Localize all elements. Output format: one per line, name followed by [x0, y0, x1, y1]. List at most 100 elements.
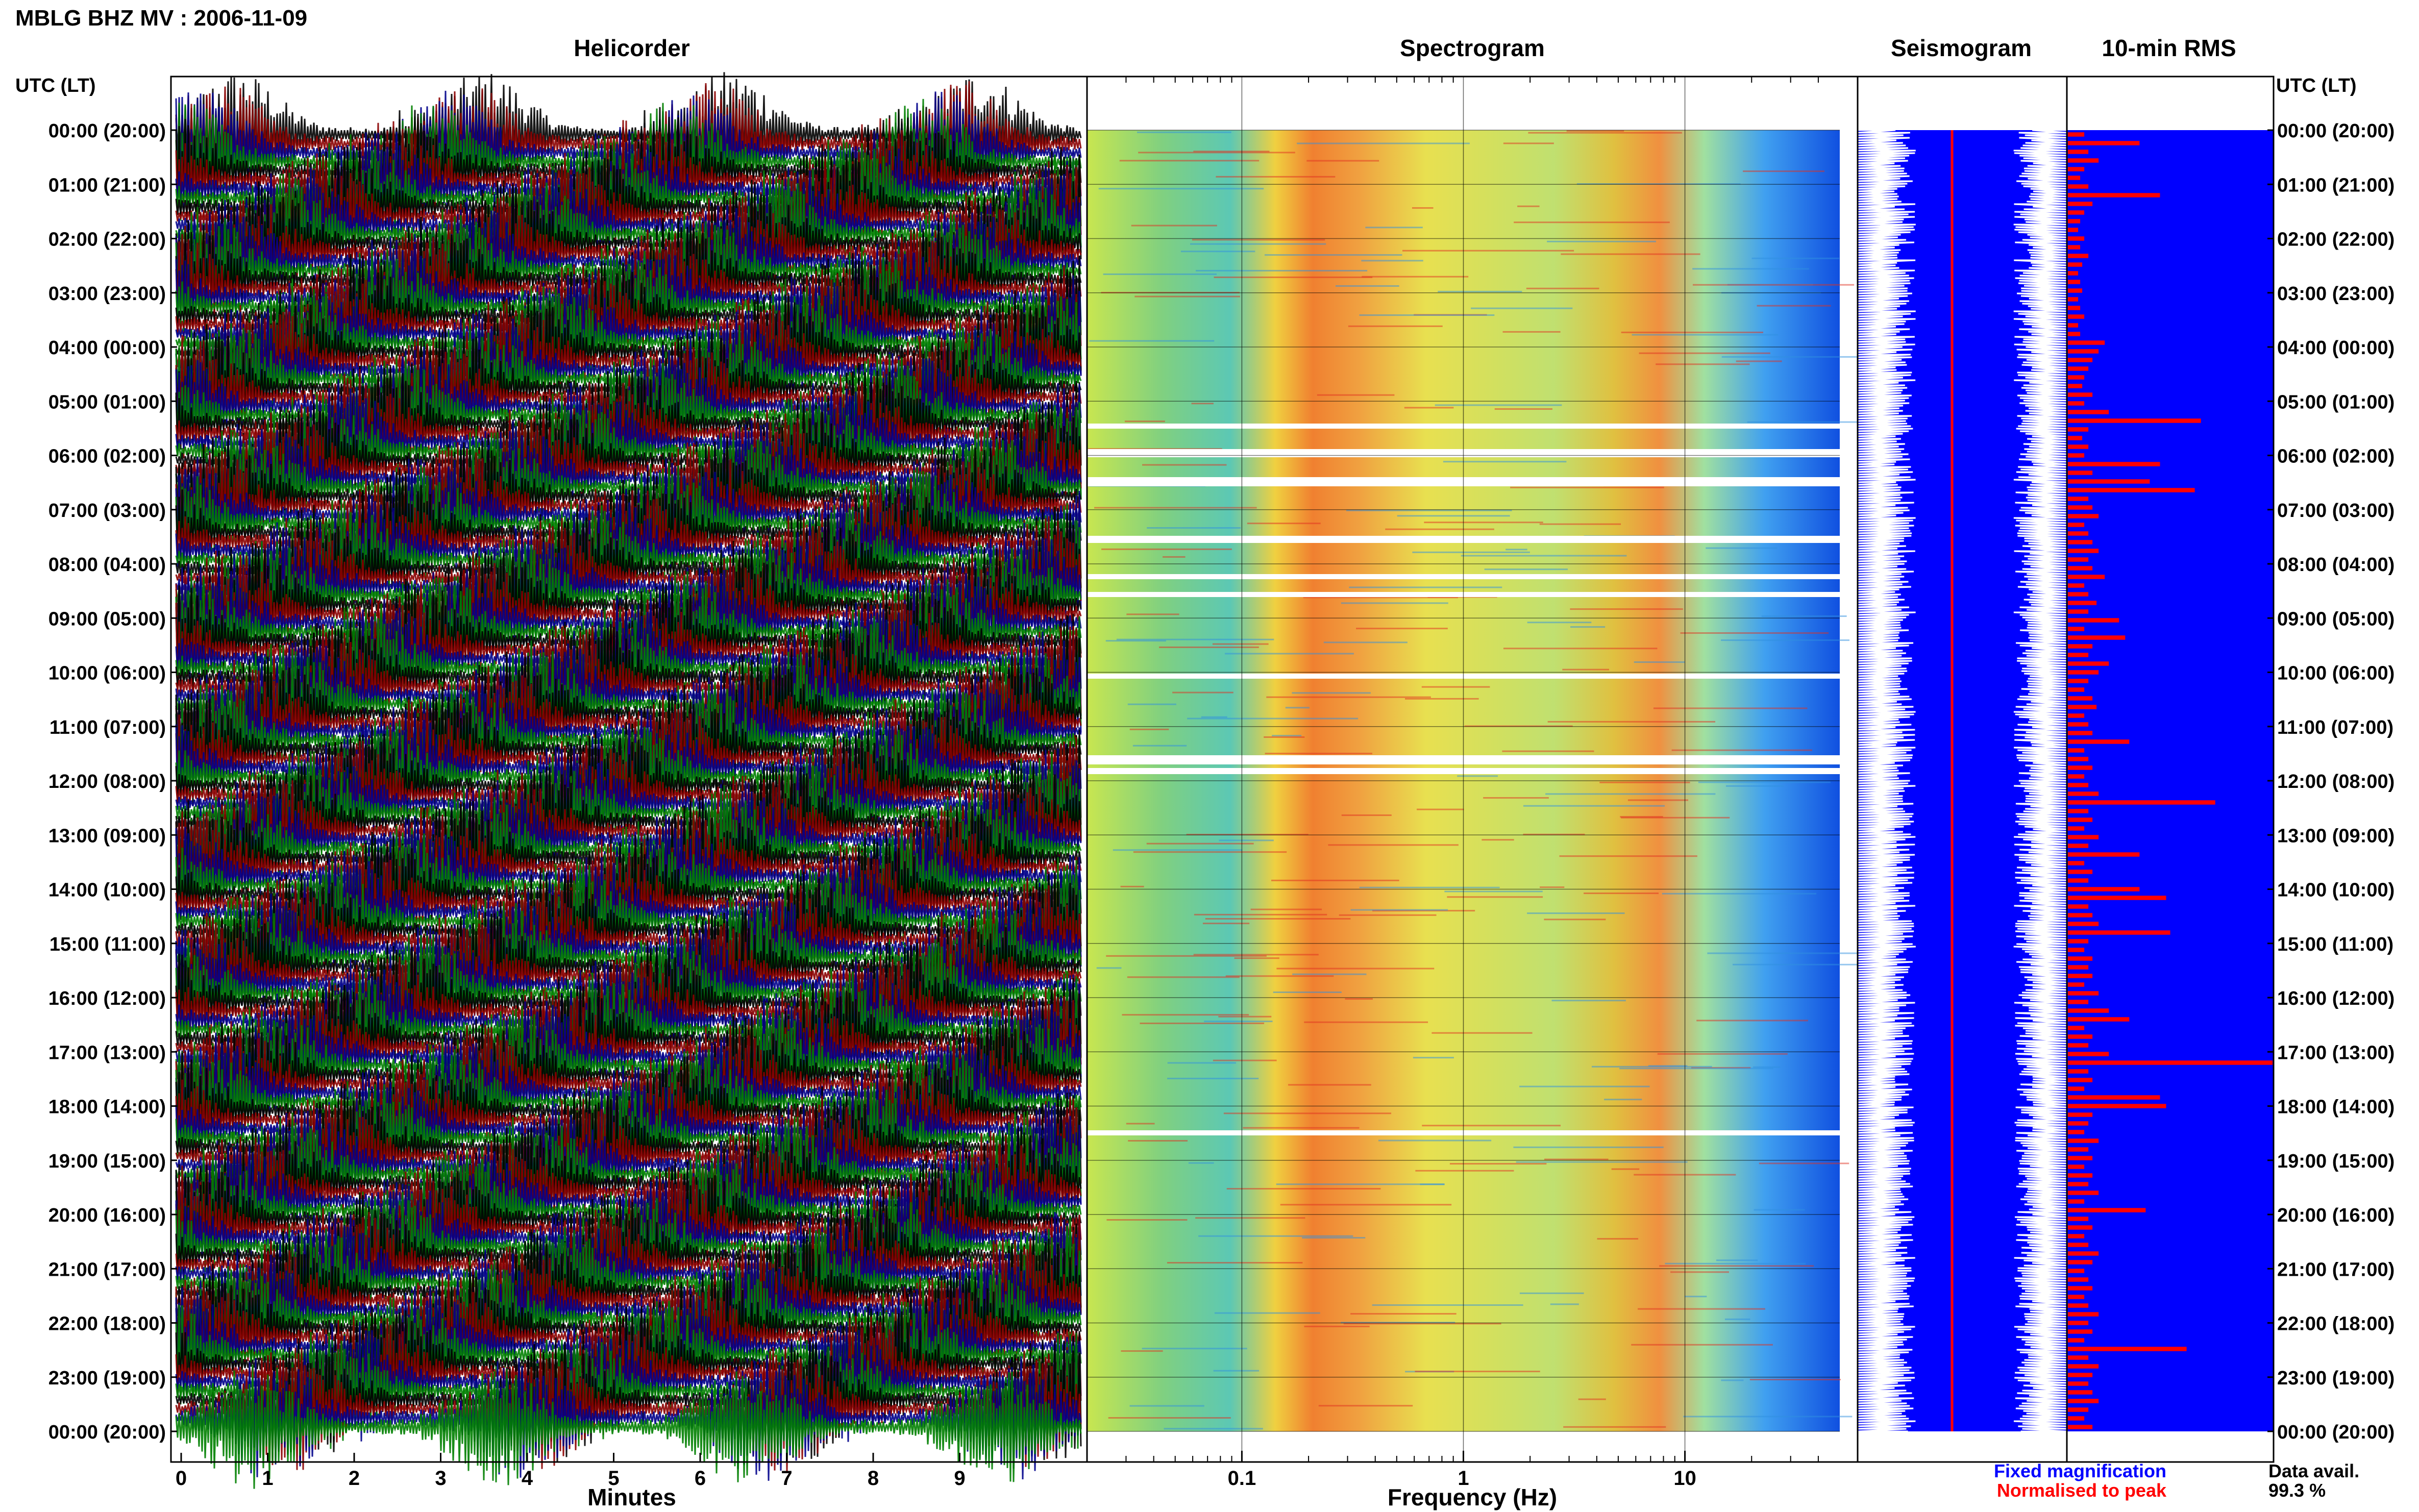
spectrogram-speckle	[1190, 243, 1326, 245]
right-time-header: UTC (LT)	[2276, 75, 2357, 96]
spectrogram-speckle	[1721, 639, 1850, 641]
spectrogram-speckle	[1464, 725, 1573, 727]
spectrogram-speckle	[1129, 728, 1169, 730]
spectrogram-speckle	[1547, 721, 1716, 723]
time-label-left: 00:00 (20:00)	[48, 120, 166, 142]
rms-bar	[2068, 627, 2085, 631]
rms-bar	[2068, 965, 2089, 970]
spectrogram-speckle	[1604, 1099, 1642, 1101]
time-label-right: 02:00 (22:00)	[2277, 229, 2395, 251]
time-label-left: 23:00 (19:00)	[48, 1368, 166, 1389]
rms-bar	[2068, 1407, 2089, 1412]
time-label-right: 04:00 (00:00)	[2277, 337, 2395, 359]
time-label-left: 16:00 (12:00)	[48, 988, 166, 1009]
spectrogram-speckle	[1665, 1262, 1806, 1265]
spectrogram-speckle	[1140, 1022, 1265, 1024]
spectrogram-x-tick-label: 10	[1673, 1467, 1696, 1490]
spectrogram-speckle	[1404, 698, 1479, 700]
time-label-right: 21:00 (17:00)	[2277, 1259, 2395, 1280]
time-label-left: 12:00 (08:00)	[48, 771, 166, 792]
rms-bar	[2068, 150, 2089, 154]
spectrogram-speckle	[1349, 586, 1502, 588]
spectrogram-speckle	[1167, 1078, 1259, 1080]
spectrogram-speckle	[1438, 290, 1522, 292]
spectrogram-x-tick-label: 1	[1458, 1467, 1469, 1490]
spectrogram-speckle	[1088, 448, 1222, 450]
spectrogram-speckle	[1749, 1378, 1841, 1380]
rms-bar	[2068, 141, 2140, 145]
time-label-right: 01:00 (21:00)	[2277, 175, 2395, 196]
spectrogram-speckle	[1196, 269, 1368, 271]
spectrogram-speckle	[1146, 842, 1254, 845]
spectrogram-speckle	[1631, 1344, 1773, 1346]
spectrogram-speckle	[1706, 547, 1778, 549]
rms-bar	[2068, 297, 2079, 302]
rms-bar	[2068, 896, 2166, 900]
time-label-left: 20:00 (16:00)	[48, 1205, 166, 1226]
rms-bar	[2068, 687, 2085, 692]
spectrogram-speckle	[1757, 305, 1831, 307]
spectrogram-speckle	[1138, 152, 1295, 154]
rms-bar	[2068, 1338, 2085, 1343]
rms-bar	[2068, 1112, 2093, 1117]
time-label-right: 19:00 (15:00)	[2277, 1151, 2395, 1172]
rms-bar	[2068, 453, 2085, 458]
spectrogram-speckle	[1101, 548, 1232, 550]
rms-bar	[2068, 670, 2099, 675]
spectrogram-speckle	[1551, 1000, 1626, 1002]
rms-bar	[2068, 1260, 2093, 1265]
spectrogram-speckle	[1528, 132, 1682, 134]
spectrogram-xlabel: Frequency (Hz)	[1388, 1484, 1557, 1510]
spectrogram-speckle	[1754, 1209, 1805, 1211]
rms-bar	[2068, 1060, 2273, 1065]
rms-bar	[2068, 523, 2085, 527]
rms-panel	[2066, 76, 2275, 1463]
spectrogram-speckle	[1292, 692, 1371, 694]
spectrogram-speckle	[1180, 251, 1255, 253]
time-label-left: 17:00 (13:00)	[48, 1042, 166, 1063]
time-label-left: 18:00 (14:00)	[48, 1097, 166, 1118]
spectrogram-speckle	[1098, 188, 1264, 190]
time-label-left: 21:00 (17:00)	[48, 1259, 166, 1280]
spectrogram-speckle	[1634, 661, 1685, 663]
rms-bar	[2068, 1364, 2099, 1369]
spectrogram-speckle	[1513, 1146, 1664, 1148]
rms-bar	[2068, 557, 2089, 562]
rms-bar	[2068, 661, 2109, 666]
spectrogram-speckle	[1671, 749, 1812, 751]
rms-bar	[2068, 644, 2093, 649]
rms-bar	[2068, 1234, 2085, 1238]
rms-bar	[2068, 531, 2089, 536]
rms-bar	[2068, 488, 2195, 492]
helicorder-x-tick-label: 5	[608, 1467, 619, 1490]
rms-bar	[2068, 1243, 2089, 1247]
rms-bar	[2068, 1008, 2109, 1013]
spectrogram-speckle	[1570, 626, 1606, 628]
rms-bar	[2068, 1034, 2093, 1039]
spectrogram-speckle	[1519, 1292, 1584, 1294]
rms-bar	[2068, 713, 2085, 718]
spectrogram-speckle	[1372, 910, 1475, 912]
spectrogram-speckle	[1346, 509, 1512, 511]
spectrogram-speckle	[1303, 597, 1458, 599]
rms-bar	[2068, 991, 2099, 996]
helicorder-x-tick-label: 3	[435, 1467, 446, 1490]
spectrogram-speckle	[1527, 622, 1592, 624]
helicorder-x-tick-label: 4	[522, 1467, 533, 1490]
rms-bar	[2068, 1017, 2130, 1022]
time-label-right: 00:00 (20:00)	[2277, 120, 2395, 142]
spectrogram-speckle	[1597, 1238, 1639, 1240]
spectrogram-speckle	[1484, 568, 1568, 571]
spectrogram-speckle	[1339, 914, 1437, 916]
spectrogram-speckle	[1131, 225, 1217, 227]
spectrogram-speckle	[1638, 1308, 1765, 1310]
rms-bar	[2068, 922, 2099, 926]
spectrogram-speckle	[1317, 394, 1395, 396]
spectrogram-speckle	[1415, 1371, 1540, 1373]
legend-normalised: Normalised to peak	[1997, 1480, 2167, 1501]
spectrogram-speckle	[1653, 707, 1808, 709]
spectrogram-speckle	[1272, 735, 1302, 737]
spectrogram-speckle	[1523, 805, 1665, 807]
rms-bar	[2068, 306, 2081, 310]
helicorder-x-tick-label: 6	[695, 1467, 706, 1490]
